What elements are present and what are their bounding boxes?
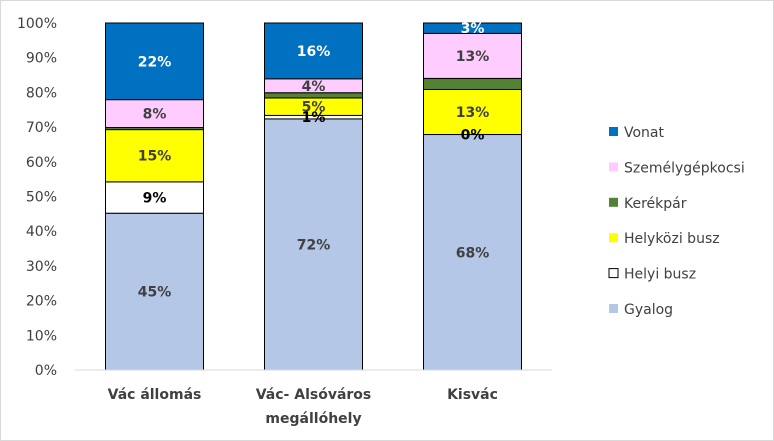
data-label: 22% xyxy=(138,54,172,70)
legend-swatch xyxy=(609,127,618,136)
y-tick-label: 20% xyxy=(26,294,57,310)
category-label: Vác állomás xyxy=(108,387,202,403)
data-label: 13% xyxy=(456,105,490,121)
data-labels: 45% 72% 68% 9% 1% 0% 15% 5% 13% 8% 4% 13% 22% 16% 3% xyxy=(138,21,490,300)
legend-swatch xyxy=(608,268,619,279)
y-tick-label: 80% xyxy=(26,85,57,101)
data-label: 8% xyxy=(143,107,167,123)
y-tick-label: 10% xyxy=(26,328,57,344)
legend-label: Helyközi busz xyxy=(624,231,720,247)
legend: Vonat Személygépkocsi Kerékpár Helyközi bus… xyxy=(608,125,745,318)
data-label: 0% xyxy=(461,128,485,144)
data-label: 3% xyxy=(461,21,485,37)
bar-segment xyxy=(105,22,204,101)
y-tick-label: 30% xyxy=(26,259,57,275)
category-label-line: Vác állomás xyxy=(108,387,202,403)
y-axis: 0% 10% 20% 30% 40% 50% 60% 70% 80% 90% 100% xyxy=(17,16,57,379)
category-label: Vác- Alsóváros megállóhely xyxy=(256,387,372,427)
y-tick-label: 90% xyxy=(26,51,57,67)
bar-segment xyxy=(423,22,522,34)
legend-swatch xyxy=(609,162,618,172)
bar-segment xyxy=(264,22,363,80)
y-tick-label: 70% xyxy=(26,120,57,136)
legend-swatch xyxy=(609,233,618,243)
legend-label: Kerékpár xyxy=(624,196,687,212)
legend-label: Vonat xyxy=(624,125,665,141)
legend-label: Személygépkocsi xyxy=(624,160,745,176)
data-label: 9% xyxy=(143,191,167,207)
data-label: 72% xyxy=(297,237,331,253)
legend-label: Helyi busz xyxy=(624,267,696,283)
legend-swatch xyxy=(609,197,618,207)
data-label: 45% xyxy=(138,285,172,301)
y-tick-label: 40% xyxy=(26,224,57,240)
bar-segment xyxy=(105,181,204,214)
category-label: Kisvác xyxy=(447,387,498,403)
bar-segment xyxy=(105,212,204,371)
data-label: 1% xyxy=(302,110,326,126)
data-label: 15% xyxy=(138,149,172,165)
y-tick-label: 60% xyxy=(26,155,57,171)
y-tick-label: 0% xyxy=(35,363,57,379)
data-label: 4% xyxy=(302,79,326,95)
category-label-line: Kisvác xyxy=(447,387,498,403)
bar-segment xyxy=(105,99,204,129)
legend-label: Gyalog xyxy=(624,302,673,318)
bar-segment xyxy=(264,118,363,371)
category-label-line: Vác- Alsóváros xyxy=(256,387,372,403)
data-label: 68% xyxy=(456,245,490,261)
x-axis: Vác állomás Vác- Alsóváros megállóhely Kisv… xyxy=(75,369,552,427)
data-label: 16% xyxy=(297,44,331,60)
bar-segment xyxy=(423,77,522,90)
y-tick-label: 50% xyxy=(26,190,57,206)
bars xyxy=(105,22,522,371)
data-label: 5% xyxy=(302,100,326,116)
data-label: 13% xyxy=(456,49,490,65)
legend-swatch xyxy=(609,304,618,313)
bar-segment xyxy=(423,88,522,136)
y-tick-label: 100% xyxy=(17,16,57,32)
category-label-line: megállóhely xyxy=(265,411,361,427)
